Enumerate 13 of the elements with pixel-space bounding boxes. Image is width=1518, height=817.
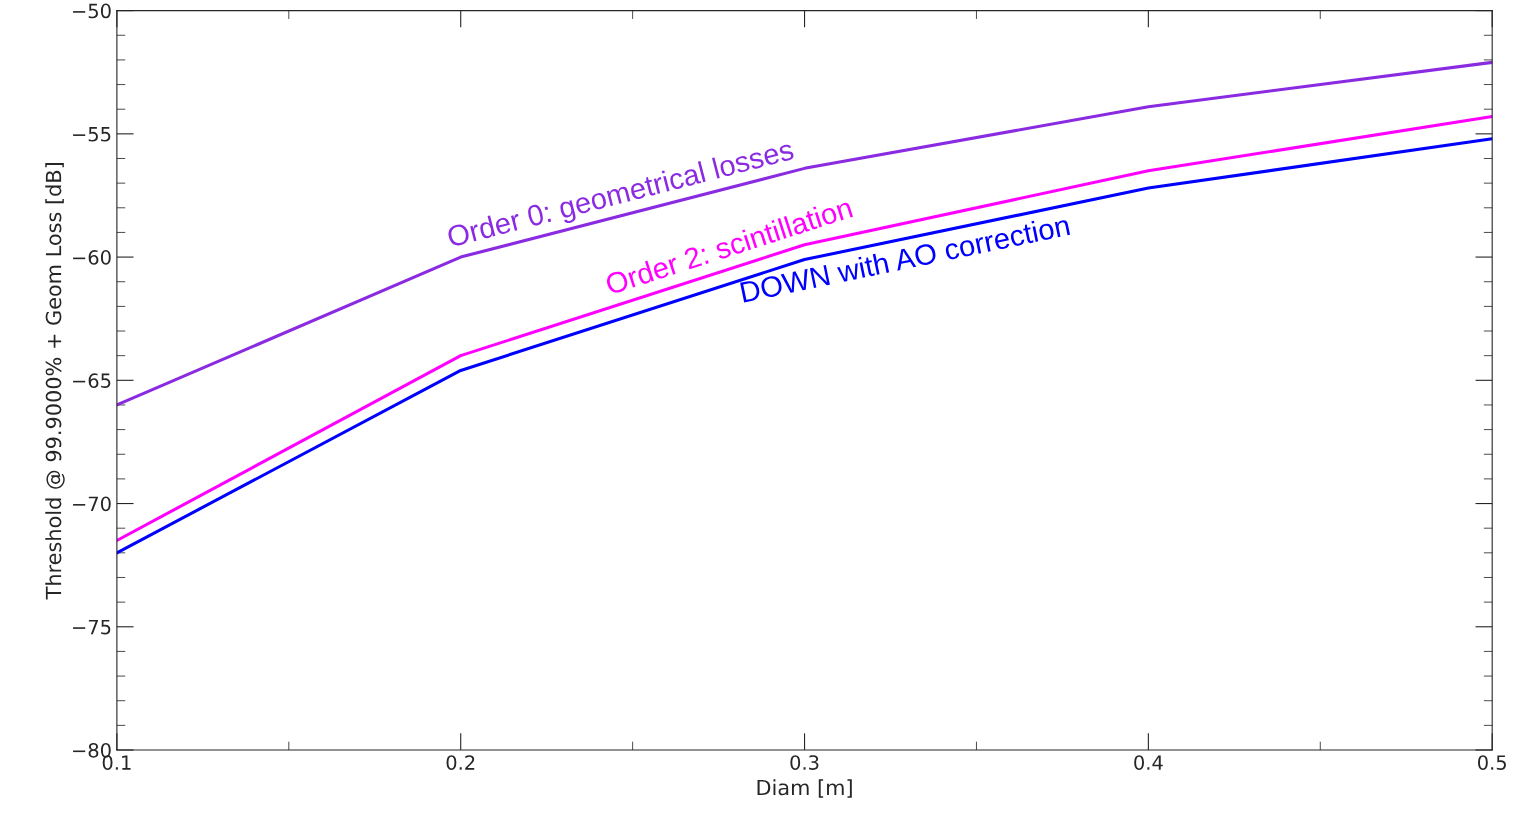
x-tick-label: 0.3 [790, 755, 819, 770]
y-tick-label: −65 [73, 373, 111, 388]
y-tick-label: −75 [73, 619, 111, 635]
y-tick-label: −60 [73, 250, 111, 265]
x-tick-label: 0.2 [446, 755, 475, 770]
y-tick-label: −70 [73, 496, 111, 512]
x-axis-title: Diam [m] [757, 779, 852, 798]
x-tick-label: 0.4 [1134, 755, 1163, 770]
y-axis-title: Threshold @ 99.9000% + Geom Loss [dB] [45, 163, 65, 600]
y-tick-label: −55 [73, 127, 111, 142]
y-tick-label: −50 [73, 3, 111, 19]
line-series [116, 60, 1493, 407]
x-tick-label: 0.5 [1478, 755, 1506, 770]
